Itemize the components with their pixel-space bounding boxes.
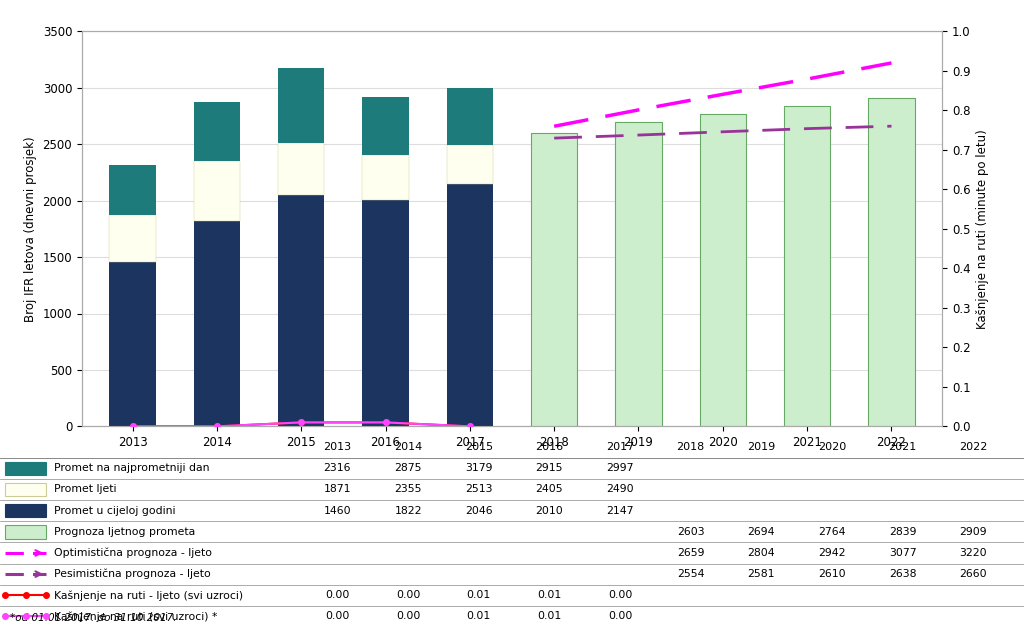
Text: 2046: 2046 <box>465 505 493 515</box>
Text: 2660: 2660 <box>959 569 987 579</box>
Text: 2015: 2015 <box>465 442 493 452</box>
Text: 2147: 2147 <box>606 505 634 515</box>
Bar <box>5 461 46 475</box>
Text: 2020: 2020 <box>818 442 846 452</box>
Text: 1871: 1871 <box>324 485 351 495</box>
Text: 2021: 2021 <box>889 442 916 452</box>
Text: 2581: 2581 <box>748 569 775 579</box>
Text: Optimistična prognoza - ljeto: Optimistična prognoza - ljeto <box>54 548 212 558</box>
Text: *od 01.01.2017. do 31.10.2017.: *od 01.01.2017. do 31.10.2017. <box>10 613 177 623</box>
Text: Promet na najprometniji dan: Promet na najprometniji dan <box>54 463 210 473</box>
Text: 3220: 3220 <box>959 548 987 558</box>
Bar <box>110 215 156 261</box>
Bar <box>446 88 493 145</box>
Text: 2018: 2018 <box>677 442 705 452</box>
Text: 2638: 2638 <box>889 569 916 579</box>
Bar <box>362 199 409 426</box>
Text: 0.00: 0.00 <box>608 590 632 600</box>
Text: 2997: 2997 <box>606 463 634 473</box>
Bar <box>278 143 325 196</box>
Text: 0.01: 0.01 <box>467 590 490 600</box>
Text: 2355: 2355 <box>394 485 422 495</box>
Text: Kašnjenje na ruti - ljeto (svi uzroci): Kašnjenje na ruti - ljeto (svi uzroci) <box>54 590 244 601</box>
Text: Kašnjenje na ruti (svi uzroci) *: Kašnjenje na ruti (svi uzroci) * <box>54 611 218 622</box>
Bar <box>5 525 46 539</box>
Bar <box>110 261 156 426</box>
Text: 2804: 2804 <box>748 548 775 558</box>
Text: 2010: 2010 <box>536 505 563 515</box>
Text: 0.00: 0.00 <box>396 590 420 600</box>
Bar <box>194 102 240 161</box>
Bar <box>446 145 493 184</box>
Text: 2659: 2659 <box>677 548 705 558</box>
Text: 2554: 2554 <box>677 569 705 579</box>
Bar <box>362 155 409 199</box>
Text: 2942: 2942 <box>818 548 846 558</box>
Y-axis label: Kašnjenje na ruti (minute po letu): Kašnjenje na ruti (minute po letu) <box>976 129 989 329</box>
Bar <box>868 98 914 426</box>
Text: 0.00: 0.00 <box>396 611 420 621</box>
Text: 0.00: 0.00 <box>326 611 349 621</box>
Bar <box>531 132 578 426</box>
Text: 2909: 2909 <box>959 527 987 537</box>
Bar <box>278 68 325 143</box>
Text: 0.00: 0.00 <box>326 590 349 600</box>
Bar <box>699 114 746 426</box>
Text: 1822: 1822 <box>394 505 422 515</box>
Text: 2405: 2405 <box>536 485 563 495</box>
Bar <box>5 483 46 496</box>
Text: 2694: 2694 <box>748 527 775 537</box>
Text: 2019: 2019 <box>748 442 775 452</box>
Text: 2013: 2013 <box>324 442 351 452</box>
Text: 2875: 2875 <box>394 463 422 473</box>
Bar <box>784 106 830 426</box>
Text: 0.01: 0.01 <box>538 611 561 621</box>
Text: 0.00: 0.00 <box>608 611 632 621</box>
Text: 2839: 2839 <box>889 527 916 537</box>
Text: Promet ljeti: Promet ljeti <box>54 485 117 495</box>
Text: Promet u cijeloj godini: Promet u cijeloj godini <box>54 505 176 515</box>
Text: 0.01: 0.01 <box>467 611 490 621</box>
Bar <box>362 97 409 155</box>
Text: 2016: 2016 <box>536 442 563 452</box>
Bar <box>194 161 240 221</box>
Text: 2513: 2513 <box>465 485 493 495</box>
Text: 0.01: 0.01 <box>538 590 561 600</box>
Text: 1460: 1460 <box>324 505 351 515</box>
Text: Pesimistična prognoza - ljeto: Pesimistična prognoza - ljeto <box>54 569 211 579</box>
Text: 2603: 2603 <box>677 527 705 537</box>
Text: 2017: 2017 <box>606 442 634 452</box>
Bar <box>194 221 240 426</box>
Text: Prognoza ljetnog prometa: Prognoza ljetnog prometa <box>54 527 196 537</box>
Text: 2915: 2915 <box>536 463 563 473</box>
Text: 2764: 2764 <box>818 527 846 537</box>
Text: 3179: 3179 <box>465 463 493 473</box>
Text: 2610: 2610 <box>818 569 846 579</box>
Text: 2490: 2490 <box>606 485 634 495</box>
Bar <box>446 184 493 426</box>
Bar <box>5 504 46 517</box>
Bar <box>615 122 662 426</box>
Text: 2014: 2014 <box>394 442 422 452</box>
Text: 2022: 2022 <box>959 442 987 452</box>
Bar <box>110 165 156 215</box>
Text: 2316: 2316 <box>324 463 351 473</box>
Y-axis label: Broj IFR letova (dnevni prosjek): Broj IFR letova (dnevni prosjek) <box>24 136 37 322</box>
Text: 3077: 3077 <box>889 548 916 558</box>
Bar <box>278 196 325 426</box>
